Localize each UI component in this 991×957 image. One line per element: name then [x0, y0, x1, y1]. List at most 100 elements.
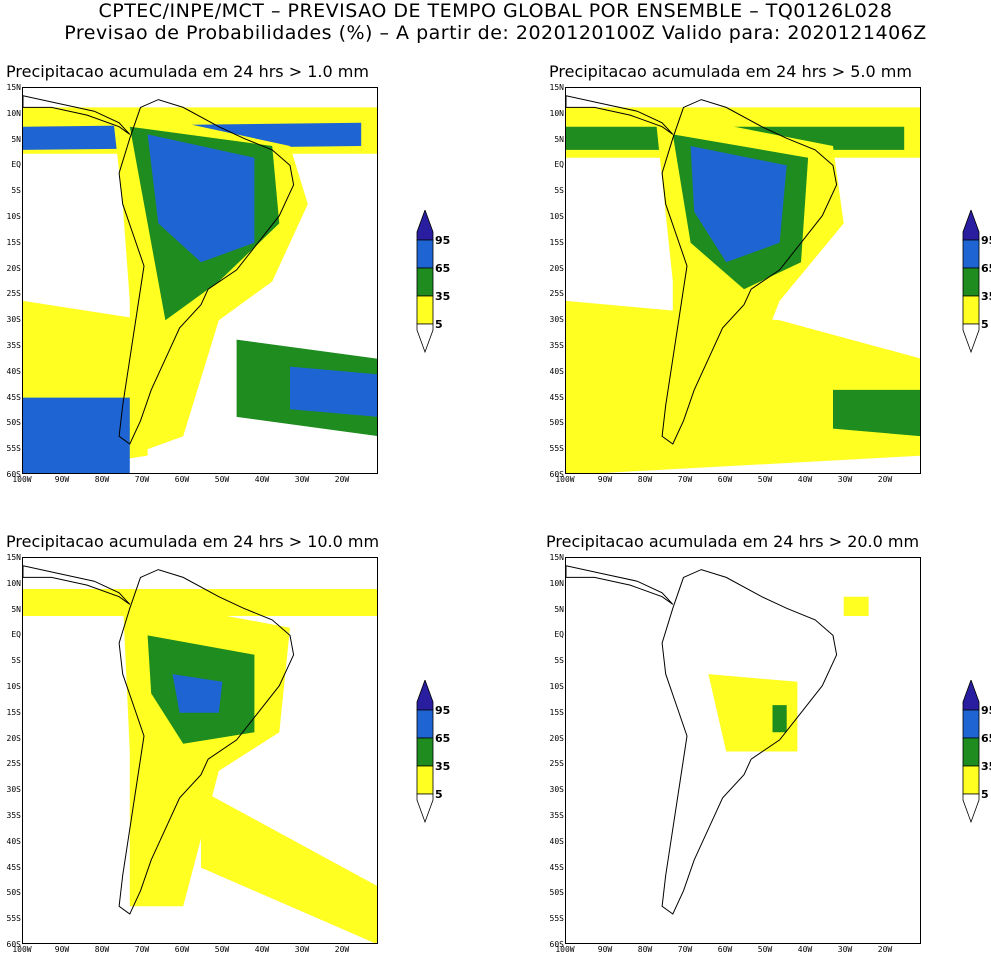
- lat-label: 50S: [6, 418, 21, 428]
- south-america-coastline: [118, 569, 295, 915]
- probability-area-c65: [172, 674, 223, 713]
- lat-label: 40S: [6, 836, 21, 846]
- legend-swatch: [416, 323, 434, 354]
- lat-label: 5S: [11, 656, 21, 666]
- lat-label: 15N: [549, 553, 564, 562]
- lat-label: 10S: [549, 212, 564, 221]
- legend-3: 95 65 35 5: [415, 680, 475, 830]
- lon-label: 60W: [174, 945, 190, 954]
- lat-label: 35S: [549, 811, 564, 820]
- legend-swatch: [962, 765, 980, 795]
- legend-colorbar: [416, 210, 434, 354]
- lat-label: 15N: [549, 83, 564, 92]
- lat-label: 45S: [6, 862, 21, 872]
- map-panel-2: [565, 87, 921, 474]
- lat-label: 50S: [549, 888, 564, 898]
- lat-label: 30S: [549, 315, 564, 325]
- lat-label: 20S: [6, 733, 21, 743]
- map-svg: [566, 565, 869, 915]
- lat-label: 30S: [549, 785, 564, 795]
- legend-label: 5: [981, 788, 989, 801]
- lat-label: 10N: [6, 578, 21, 588]
- legend-label: 65: [981, 262, 991, 275]
- lat-label: 20S: [549, 733, 564, 743]
- lon-label: 60W: [717, 475, 733, 484]
- lat-label: 20S: [549, 263, 564, 273]
- lat-label: 25S: [6, 289, 21, 299]
- legend-label: 95: [981, 704, 991, 717]
- legend-colorbar: [962, 210, 980, 354]
- lon-label: 70W: [677, 475, 693, 484]
- legend-swatch: [416, 267, 434, 297]
- lat-label: 15N: [6, 553, 21, 562]
- legend-label: 95: [981, 234, 991, 247]
- lon-label: 70W: [134, 945, 150, 954]
- lat-label: 55S: [549, 914, 564, 924]
- lat-label: 45S: [6, 392, 21, 402]
- lon-label: 100W: [555, 945, 575, 954]
- map-panel-1: [22, 87, 378, 474]
- lat-label: EQ: [554, 160, 564, 170]
- legend-label: 35: [435, 290, 451, 303]
- lon-label: 90W: [54, 945, 70, 954]
- legend-label: 65: [435, 262, 451, 275]
- lon-label: 100W: [12, 945, 32, 954]
- legend-colorbar: [416, 680, 434, 824]
- central-america-coastline: [566, 565, 674, 605]
- probability-area-c5: [201, 790, 377, 943]
- legend-swatch: [962, 323, 980, 354]
- lat-label: 30S: [6, 315, 21, 325]
- legend-label: 65: [435, 732, 451, 745]
- lat-label: 60S: [549, 940, 564, 949]
- lat-label: 5S: [554, 656, 564, 666]
- lat-label: 60S: [6, 940, 21, 949]
- lat-label: 45S: [549, 862, 564, 872]
- lat-label: 60S: [6, 470, 21, 479]
- south-america-coastline: [661, 99, 838, 445]
- lat-label: 10N: [549, 578, 564, 588]
- lon-label: 90W: [54, 475, 70, 484]
- lat-label: 35S: [6, 811, 21, 820]
- panel-title-3: Precipitacao acumulada em 24 hrs > 10.0 …: [6, 532, 380, 551]
- lat-label: 10N: [6, 108, 21, 118]
- lat-label: 15S: [6, 707, 21, 717]
- probability-area-c5: [23, 589, 377, 616]
- lat-label: EQ: [554, 630, 564, 640]
- legend-swatch: [416, 793, 434, 824]
- lat-label: 30S: [6, 785, 21, 795]
- legend-label: 5: [435, 318, 443, 331]
- legend-label: 65: [981, 732, 991, 745]
- lat-label: 55S: [549, 444, 564, 454]
- central-america-coastline: [23, 95, 131, 135]
- legend-swatch: [416, 295, 434, 325]
- map-svg: [23, 95, 377, 473]
- central-america-coastline: [566, 95, 674, 135]
- probability-area-c65: [290, 366, 377, 417]
- legend-label: 35: [981, 290, 991, 303]
- legend-swatch: [962, 709, 980, 739]
- lat-label: 50S: [549, 418, 564, 428]
- lat-label: 40S: [549, 366, 564, 376]
- lon-label: 70W: [677, 945, 693, 954]
- lat-label: 15S: [549, 237, 564, 247]
- lon-label: 40W: [254, 945, 270, 954]
- lon-label: 30W: [294, 475, 310, 484]
- legend-swatch: [416, 210, 434, 241]
- lon-label: 80W: [94, 475, 110, 484]
- lon-label: 50W: [214, 945, 230, 954]
- lon-label: 100W: [555, 475, 575, 484]
- map-panel-3: [22, 557, 378, 944]
- lat-label: 15S: [6, 237, 21, 247]
- lat-label: 40S: [6, 366, 21, 376]
- lon-label: 50W: [757, 475, 773, 484]
- map-panel-4: [565, 557, 921, 944]
- map-svg: [23, 565, 377, 943]
- lon-label: 100W: [12, 475, 32, 484]
- lon-label: 30W: [837, 475, 853, 484]
- lat-label: 5N: [11, 604, 21, 614]
- lon-label: 50W: [757, 945, 773, 954]
- legend-swatch: [962, 737, 980, 767]
- panel-title-4: Precipitacao acumulada em 24 hrs > 20.0 …: [546, 532, 920, 551]
- legend-2: 95 65 35 5: [961, 210, 991, 360]
- lon-label: 90W: [597, 475, 613, 484]
